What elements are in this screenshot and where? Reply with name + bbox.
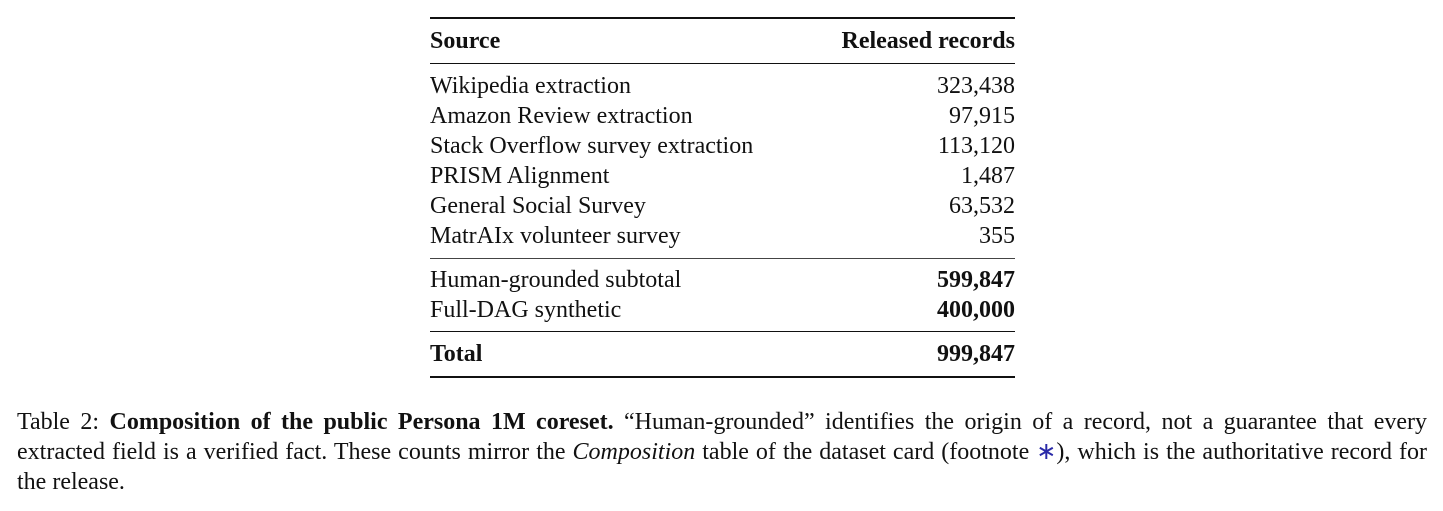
count-cell: 97,915 (949, 103, 1015, 129)
count-cell: 355 (979, 223, 1015, 249)
count-cell: 323,438 (937, 73, 1015, 99)
source-cell: General Social Survey (430, 193, 646, 219)
thin-rule (430, 258, 1015, 259)
source-cell: PRISM Alignment (430, 163, 610, 189)
subtotal-label: Full-DAG synthetic (430, 297, 622, 323)
caption-label: Table 2: (17, 409, 100, 435)
source-cell: Stack Overflow survey extraction (430, 133, 754, 159)
source-cell: Wikipedia extraction (430, 73, 631, 99)
mid-rule (430, 331, 1015, 333)
subtotal-value: 599,847 (937, 267, 1015, 293)
caption-text: table of the dataset card (footnote (702, 439, 1030, 465)
total-label: Total (430, 341, 483, 367)
top-rule (430, 17, 1015, 19)
count-cell: 1,487 (961, 163, 1015, 189)
source-cell: Amazon Review extraction (430, 103, 693, 129)
caption-text: ), which is the authoritative record for… (17, 439, 1428, 495)
source-cell: MatrAIx volunteer survey (430, 223, 681, 249)
mid-rule (430, 63, 1015, 65)
subtotal-label: Human-grounded subtotal (430, 267, 682, 293)
caption-emphasis: Composition (572, 439, 696, 465)
count-cell: 63,532 (949, 193, 1015, 219)
caption-text: “Human-grounded” identifies the origin o… (17, 409, 1428, 465)
header-cell: Source (430, 28, 501, 54)
caption-title: Composition of the public Persona 1M cor… (109, 409, 614, 435)
count-cell: 113,120 (937, 133, 1015, 159)
bottom-rule (430, 376, 1015, 378)
footnote-mark: ∗ (1036, 439, 1057, 465)
header-cell: Released records (841, 28, 1015, 54)
total-value: 999,847 (937, 341, 1015, 367)
subtotal-value: 400,000 (937, 297, 1015, 323)
caption: Table 2: Composition of the public Perso… (17, 407, 1427, 497)
